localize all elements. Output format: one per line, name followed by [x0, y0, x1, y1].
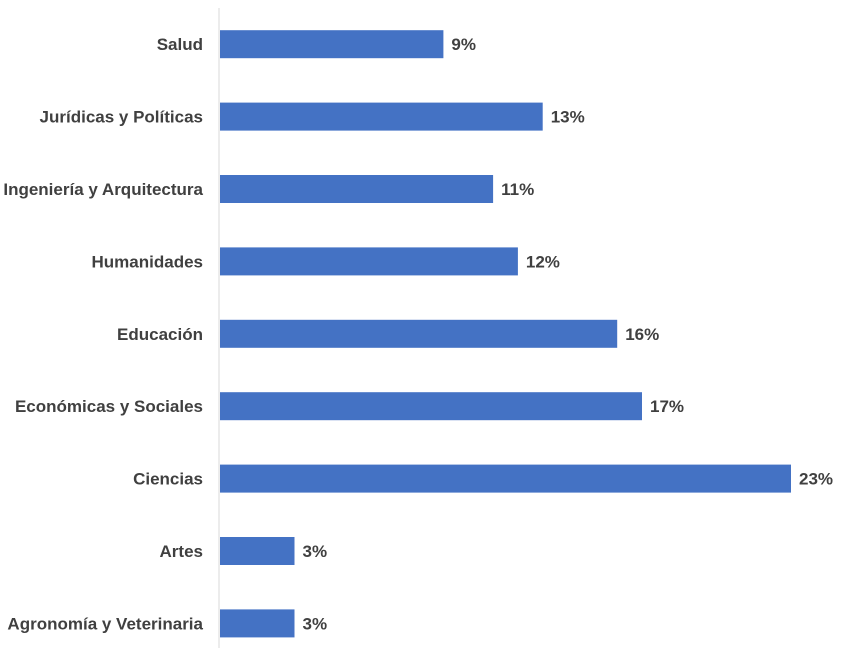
category-label: Agronomía y Veterinaria: [7, 614, 203, 633]
bar: [220, 102, 543, 131]
category-label: Ciencias: [133, 470, 203, 489]
data-label: 23%: [799, 470, 833, 489]
bar: [220, 175, 494, 203]
category-label: Jurídicas y Políticas: [40, 108, 203, 127]
data-label: 11%: [501, 180, 534, 199]
bar: [220, 30, 444, 59]
bar: [220, 319, 618, 348]
category-label: Artes: [160, 542, 203, 561]
category-label: Educación: [117, 325, 203, 344]
category-label: Económicas y Sociales: [15, 397, 203, 416]
data-label: 9%: [451, 35, 476, 54]
data-label: 16%: [625, 325, 659, 344]
data-label: 17%: [650, 397, 684, 416]
data-label: 12%: [526, 252, 560, 271]
data-label: 3%: [303, 542, 328, 561]
bar: [220, 247, 518, 276]
bar: [220, 464, 791, 493]
bar: [220, 537, 295, 565]
bar: [220, 392, 642, 421]
data-label: 3%: [303, 614, 328, 633]
data-label: 13%: [551, 108, 585, 127]
bar: [220, 609, 295, 638]
category-label: Ingeniería y Arquitectura: [3, 180, 203, 199]
category-label: Humanidades: [92, 252, 203, 271]
category-label: Salud: [157, 35, 203, 54]
